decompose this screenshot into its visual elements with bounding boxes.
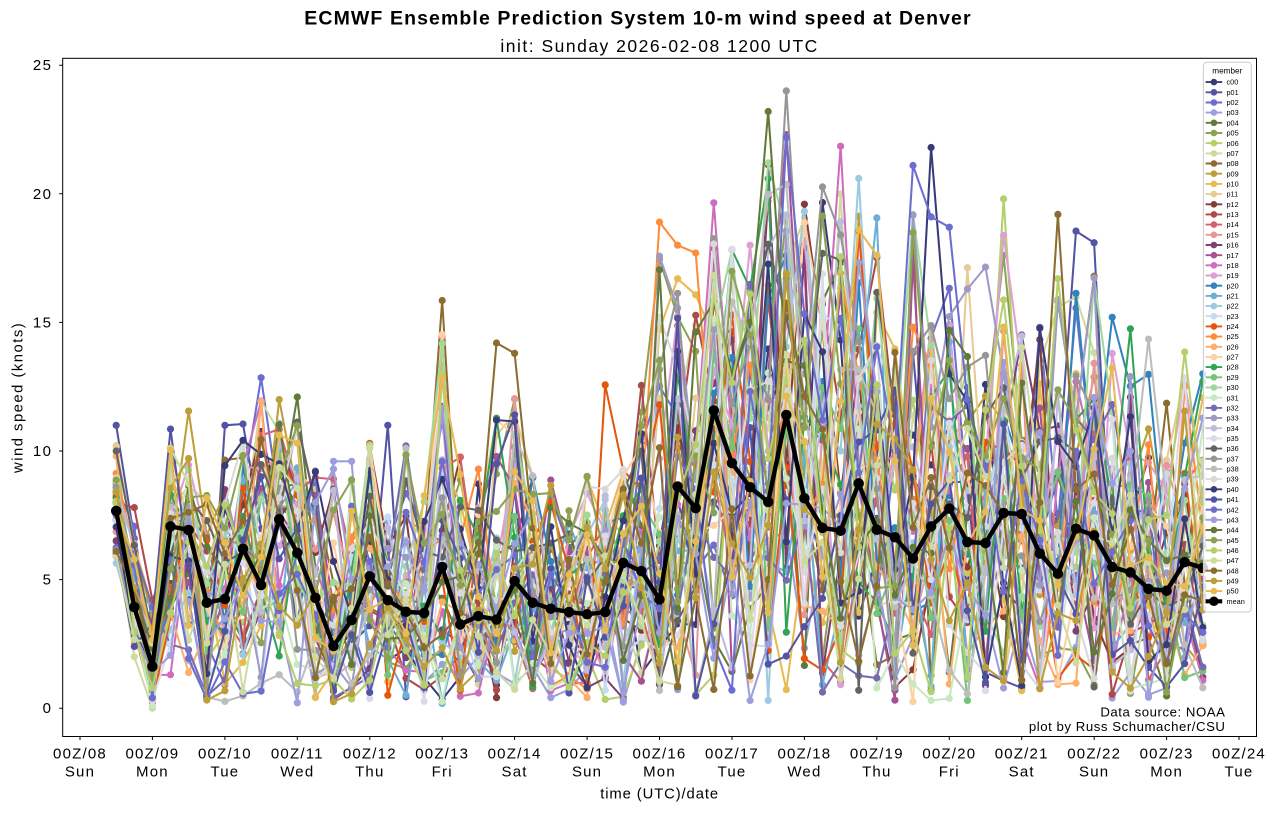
svg-text:p28: p28 [1227, 363, 1239, 372]
svg-text:p26: p26 [1227, 342, 1239, 351]
svg-text:p27: p27 [1227, 353, 1239, 362]
svg-text:plot by Russ Schumacher/CSU: plot by Russ Schumacher/CSU [1029, 719, 1226, 734]
svg-text:00Z/15: 00Z/15 [560, 746, 614, 763]
svg-text:00Z/12: 00Z/12 [343, 746, 397, 763]
svg-text:p47: p47 [1227, 556, 1239, 565]
svg-text:ECMWF Ensemble Prediction Syst: ECMWF Ensemble Prediction System 10-m wi… [304, 8, 971, 30]
svg-text:00Z/16: 00Z/16 [633, 746, 687, 763]
svg-text:0: 0 [43, 700, 53, 717]
svg-text:p07: p07 [1227, 149, 1239, 158]
svg-text:p13: p13 [1227, 210, 1239, 219]
svg-text:Sun: Sun [572, 764, 602, 781]
svg-text:00Z/22: 00Z/22 [1067, 746, 1121, 763]
svg-text:p29: p29 [1227, 373, 1239, 382]
svg-text:p19: p19 [1227, 271, 1239, 280]
svg-text:00Z/08: 00Z/08 [53, 746, 107, 763]
svg-text:p10: p10 [1227, 180, 1239, 189]
svg-text:00Z/17: 00Z/17 [705, 746, 759, 763]
svg-text:10: 10 [33, 443, 53, 460]
svg-text:Thu: Thu [862, 764, 891, 781]
svg-text:Data source: NOAA: Data source: NOAA [1100, 705, 1225, 720]
svg-text:p46: p46 [1227, 546, 1239, 555]
svg-text:p36: p36 [1227, 444, 1239, 453]
svg-text:p06: p06 [1227, 139, 1239, 148]
svg-text:00Z/21: 00Z/21 [995, 746, 1049, 763]
svg-text:00Z/10: 00Z/10 [198, 746, 252, 763]
svg-text:15: 15 [33, 314, 53, 331]
svg-text:Tue: Tue [210, 764, 239, 781]
svg-text:p20: p20 [1227, 281, 1239, 290]
svg-text:p25: p25 [1227, 332, 1239, 341]
svg-text:p02: p02 [1227, 98, 1239, 107]
svg-text:p43: p43 [1227, 515, 1239, 524]
svg-text:p31: p31 [1227, 393, 1239, 402]
svg-text:p39: p39 [1227, 475, 1239, 484]
svg-text:p40: p40 [1227, 485, 1239, 494]
svg-text:p37: p37 [1227, 454, 1239, 463]
svg-text:Sun: Sun [65, 764, 95, 781]
svg-text:p48: p48 [1227, 566, 1239, 575]
svg-text:p30: p30 [1227, 383, 1239, 392]
svg-text:Tue: Tue [1225, 764, 1254, 781]
svg-text:p15: p15 [1227, 230, 1239, 239]
svg-text:time (UTC)/date: time (UTC)/date [600, 787, 719, 803]
svg-text:Fri: Fri [432, 764, 453, 781]
svg-text:p08: p08 [1227, 159, 1239, 168]
svg-text:p21: p21 [1227, 292, 1239, 301]
svg-text:Sat: Sat [502, 764, 528, 781]
svg-text:p49: p49 [1227, 577, 1239, 586]
svg-text:p09: p09 [1227, 169, 1239, 178]
svg-text:Wed: Wed [787, 764, 821, 781]
svg-text:p17: p17 [1227, 251, 1239, 260]
svg-text:p01: p01 [1227, 88, 1239, 97]
svg-text:c00: c00 [1227, 78, 1239, 87]
svg-text:00Z/19: 00Z/19 [850, 746, 904, 763]
svg-text:5: 5 [43, 572, 53, 589]
svg-text:p38: p38 [1227, 465, 1239, 474]
svg-text:member: member [1212, 67, 1242, 76]
svg-text:00Z/13: 00Z/13 [415, 746, 469, 763]
svg-text:p11: p11 [1227, 190, 1239, 199]
svg-text:p04: p04 [1227, 118, 1239, 127]
svg-text:p42: p42 [1227, 505, 1239, 514]
svg-text:mean: mean [1227, 597, 1245, 606]
svg-text:p03: p03 [1227, 108, 1239, 117]
svg-text:00Z/11: 00Z/11 [271, 746, 324, 763]
svg-text:Tue: Tue [718, 764, 747, 781]
svg-text:00Z/24: 00Z/24 [1212, 746, 1266, 763]
svg-text:p12: p12 [1227, 200, 1239, 209]
svg-text:wind speed (knots): wind speed (knots) [11, 322, 27, 474]
svg-text:Fri: Fri [939, 764, 960, 781]
svg-text:Mon: Mon [1150, 764, 1183, 781]
svg-text:p16: p16 [1227, 241, 1239, 250]
svg-text:00Z/09: 00Z/09 [125, 746, 179, 763]
svg-text:p05: p05 [1227, 129, 1239, 138]
svg-text:00Z/23: 00Z/23 [1140, 746, 1194, 763]
svg-text:Mon: Mon [136, 764, 169, 781]
svg-text:p32: p32 [1227, 404, 1239, 413]
svg-text:Thu: Thu [355, 764, 384, 781]
svg-text:p33: p33 [1227, 414, 1239, 423]
svg-text:p35: p35 [1227, 434, 1239, 443]
svg-text:00Z/18: 00Z/18 [777, 746, 831, 763]
svg-text:p44: p44 [1227, 526, 1239, 535]
svg-text:p23: p23 [1227, 312, 1239, 321]
svg-text:p34: p34 [1227, 424, 1239, 433]
svg-text:Wed: Wed [280, 764, 314, 781]
svg-text:25: 25 [33, 57, 53, 74]
svg-text:00Z/14: 00Z/14 [488, 746, 542, 763]
svg-text:Sun: Sun [1079, 764, 1109, 781]
svg-text:p18: p18 [1227, 261, 1239, 270]
svg-text:00Z/20: 00Z/20 [922, 746, 976, 763]
svg-text:p24: p24 [1227, 322, 1239, 331]
svg-text:p22: p22 [1227, 302, 1239, 311]
svg-text:20: 20 [33, 186, 53, 203]
svg-text:init: Sunday 2026-02-08 1200 U: init: Sunday 2026-02-08 1200 UTC [500, 36, 818, 56]
svg-text:Mon: Mon [643, 764, 676, 781]
svg-text:p45: p45 [1227, 536, 1239, 545]
svg-text:Sat: Sat [1009, 764, 1035, 781]
svg-text:p50: p50 [1227, 587, 1239, 596]
svg-text:p14: p14 [1227, 220, 1239, 229]
svg-text:p41: p41 [1227, 495, 1239, 504]
